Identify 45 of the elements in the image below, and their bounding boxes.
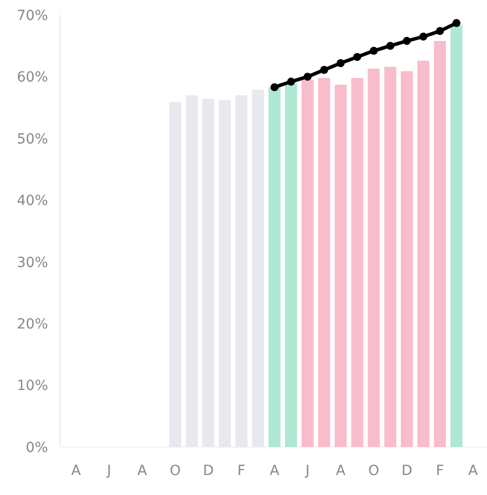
x-tick-label: A xyxy=(137,463,148,479)
point xyxy=(353,52,362,61)
point xyxy=(419,32,428,41)
x-tick-label: D xyxy=(202,463,214,479)
point xyxy=(370,46,378,55)
x-tick-label: A xyxy=(270,463,280,479)
point xyxy=(304,72,312,81)
y-tick-label: 30% xyxy=(16,254,48,271)
x-tick-label: J xyxy=(304,463,310,479)
bar xyxy=(384,66,396,447)
y-tick-label: 60% xyxy=(16,70,48,86)
point xyxy=(320,66,328,74)
point xyxy=(386,42,394,50)
x-tick-label: A xyxy=(468,463,478,479)
bar xyxy=(268,87,280,447)
bar xyxy=(334,84,347,447)
x-tick-label: D xyxy=(401,463,412,479)
point xyxy=(270,83,278,92)
y-tick-label: 20% xyxy=(16,316,48,332)
bar xyxy=(351,78,364,447)
point xyxy=(287,78,296,86)
bar xyxy=(318,78,330,447)
x-tick-label: O xyxy=(368,463,380,479)
bar xyxy=(302,80,314,447)
y-tick-label: 50% xyxy=(16,131,48,148)
point xyxy=(336,59,345,68)
bar xyxy=(450,24,462,447)
point xyxy=(436,27,444,36)
x-tick-label: J xyxy=(106,463,112,479)
bar xyxy=(285,82,298,447)
point xyxy=(402,36,411,45)
point xyxy=(452,19,460,28)
bar xyxy=(434,40,446,447)
x-tick-label: A xyxy=(336,463,346,479)
x-tick-label: F xyxy=(436,463,444,479)
x-tick-label: O xyxy=(170,463,181,479)
x-tick-label: F xyxy=(237,463,246,479)
y-tick-label: 10% xyxy=(16,378,48,394)
bar xyxy=(417,60,430,447)
y-tick-label: 70% xyxy=(16,8,48,24)
y-tick-label: 0% xyxy=(26,440,48,456)
y-tick-label: 40% xyxy=(16,193,48,210)
bar xyxy=(368,68,380,447)
x-tick-label: A xyxy=(71,463,82,479)
bar xyxy=(400,71,413,447)
